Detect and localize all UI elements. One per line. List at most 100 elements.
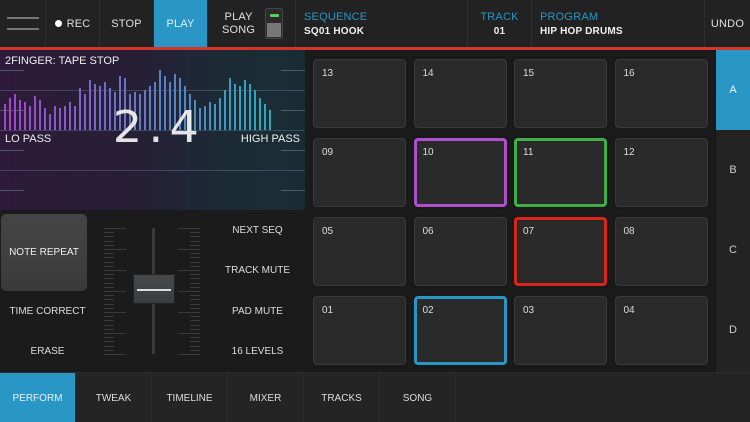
drum-pad-06[interactable]: 06 — [413, 217, 507, 286]
note-repeat-label: NOTE REPEAT — [9, 247, 79, 258]
program-value: HIP HOP DRUMS — [540, 25, 623, 37]
undo-button[interactable]: UNDO — [705, 0, 750, 47]
drum-pad-16[interactable]: 16 — [614, 59, 708, 128]
menu-button[interactable] — [0, 0, 46, 47]
spectrum-bar — [224, 90, 226, 130]
slider-scale-tick — [190, 261, 200, 263]
drum-pad-07[interactable]: 07 — [514, 217, 607, 286]
fx-grid-line — [0, 130, 305, 131]
slider-scale-tick — [104, 307, 114, 309]
bank-d-button[interactable]: D — [729, 324, 737, 336]
slider-scale-tick — [104, 278, 114, 280]
drum-pad-01[interactable]: 01 — [313, 296, 406, 365]
fx-grid-line — [0, 90, 305, 91]
drum-pad-05[interactable]: 05 — [313, 217, 406, 286]
drum-pad-08[interactable]: 08 — [614, 217, 708, 286]
pad-number: 07 — [523, 226, 535, 237]
play-label: PLAY — [166, 17, 195, 30]
pad-number: 15 — [523, 68, 535, 79]
slider-scale-tick — [178, 312, 200, 313]
slider-scale-tick — [104, 232, 114, 234]
pad-number: 16 — [623, 68, 635, 79]
drum-pad-12[interactable]: 12 — [614, 138, 708, 207]
program-selector[interactable]: PROGRAM HIP HOP DRUMS — [532, 0, 705, 47]
spectrum-bar — [264, 104, 266, 130]
spectrum-bar — [34, 96, 36, 130]
slider-scale-tick — [190, 337, 200, 339]
program-label: PROGRAM — [540, 10, 599, 23]
tab-timeline[interactable]: TIMELINE — [152, 373, 228, 422]
spectrum-bar — [254, 90, 256, 130]
drum-pad-11[interactable]: 11 — [514, 138, 607, 207]
slider-scale-tick — [104, 320, 114, 322]
pad-number: 04 — [623, 305, 635, 316]
spectrum-bar — [129, 94, 131, 130]
spectrum-bar — [269, 110, 271, 130]
record-button[interactable]: REC — [46, 0, 100, 47]
drum-pad-14[interactable]: 14 — [413, 59, 507, 128]
slider-scale-tick — [104, 249, 126, 250]
slider-scale-tick — [104, 349, 114, 351]
fx-lo-pass-label: LO PASS — [5, 133, 52, 145]
note-repeat-button[interactable]: NOTE REPEAT — [1, 214, 87, 291]
tab-tracks[interactable]: TRACKS — [304, 373, 380, 422]
erase-button[interactable]: ERASE — [30, 346, 65, 357]
slider-scale-tick — [178, 270, 200, 271]
next-seq-button[interactable]: NEXT SEQ — [232, 225, 283, 236]
play-button[interactable]: PLAY — [154, 0, 208, 47]
slider-scale-tick — [190, 349, 200, 351]
pad-mute-button[interactable]: PAD MUTE — [232, 306, 283, 317]
tab-mixer[interactable]: MIXER — [228, 373, 304, 422]
spectrum-bar — [244, 80, 246, 130]
slider-scale-tick — [104, 337, 114, 339]
slider-scale-tick — [178, 354, 200, 355]
drum-pad-03[interactable]: 03 — [514, 296, 607, 365]
play-song-button[interactable]: PLAY SONG — [208, 0, 296, 47]
spectrum-bar — [4, 104, 6, 130]
drum-pad-grid: 13 14 15 16 09 10 11 12 05 06 07 08 01 02 03 04 — [305, 50, 715, 372]
spectrum-bar — [24, 102, 26, 130]
drum-pad-02[interactable]: 02 — [413, 296, 507, 365]
fx-tick — [0, 70, 24, 71]
slider-thumb[interactable] — [133, 274, 175, 304]
pad-number: 13 — [322, 68, 334, 79]
fx-tick — [281, 150, 305, 151]
tab-song[interactable]: SONG — [380, 373, 456, 422]
spectrum-bar — [179, 78, 181, 130]
slider-scale-tick — [190, 299, 200, 301]
drum-pad-10[interactable]: 10 — [413, 138, 507, 207]
slider-scale-tick — [190, 320, 200, 322]
time-correct-button[interactable]: TIME CORRECT — [9, 306, 86, 317]
slider-scale-tick — [104, 312, 126, 313]
drum-pad-09[interactable]: 09 — [313, 138, 406, 207]
drum-pad-15[interactable]: 15 — [514, 59, 607, 128]
pad-number: 03 — [523, 305, 535, 316]
toggle-led-icon — [270, 14, 280, 17]
track-mute-button[interactable]: TRACK MUTE — [225, 265, 290, 276]
slider-scale-tick — [104, 261, 114, 263]
slider-scale-tick — [104, 286, 114, 288]
fx-xy-pad[interactable]: 2FINGER: TAPE STOP 2.4 LO PASS HIGH PASS — [0, 50, 305, 210]
drum-pad-13[interactable]: 13 — [313, 59, 406, 128]
bank-a-button[interactable]: A — [716, 50, 750, 130]
slider-scale-tick — [190, 232, 200, 234]
slider-scale-right — [178, 224, 202, 356]
bank-c-button[interactable]: C — [729, 244, 737, 256]
sequence-selector[interactable]: SEQUENCE SQ01 HOOK — [296, 0, 468, 47]
sixteen-levels-button[interactable]: 16 LEVELS — [231, 346, 284, 357]
spectrum-bar — [209, 102, 211, 130]
bank-b-button[interactable]: B — [729, 164, 737, 176]
level-slider[interactable] — [102, 224, 202, 356]
play-song-toggle[interactable] — [265, 8, 284, 39]
stop-button[interactable]: STOP — [100, 0, 154, 47]
track-selector[interactable]: TRACK 01 — [468, 0, 532, 47]
spectrum-bar — [139, 94, 141, 130]
slider-scale-tick — [104, 341, 114, 343]
tab-perform[interactable]: PERFORM — [0, 373, 76, 422]
drum-pad-04[interactable]: 04 — [614, 296, 708, 365]
stop-label: STOP — [111, 17, 142, 30]
tab-tweak[interactable]: TWEAK — [76, 373, 152, 422]
slider-scale-tick — [190, 341, 200, 343]
sequence-label: SEQUENCE — [304, 10, 368, 23]
spectrum-bar — [194, 100, 196, 130]
